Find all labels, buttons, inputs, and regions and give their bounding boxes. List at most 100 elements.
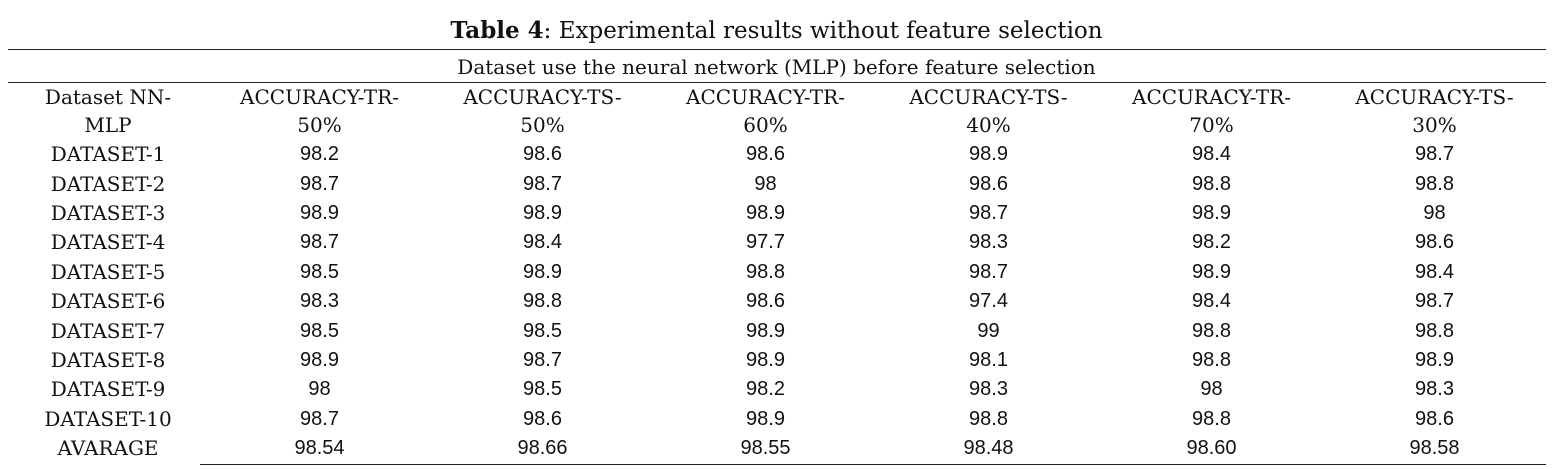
table-row: DATASET-10 98.7 98.6 98.9 98.8 98.8 98.6 [8, 405, 1546, 434]
column-header: ACCURACY-TS- 40% [909, 85, 1068, 137]
row-label: DATASET-2 [50, 171, 166, 196]
table-cell: 98.8 [1192, 348, 1231, 371]
table-cell: 98.9 [746, 201, 785, 224]
table-cell: 98.58 [1409, 437, 1460, 460]
table-cell: 98.5 [300, 260, 339, 283]
table-cell: 98.48 [963, 437, 1014, 460]
column-header: ACCURACY-TR- 60% [686, 85, 845, 137]
table-cell: 98.6 [1415, 231, 1454, 254]
table-cell: 98.4 [1192, 290, 1231, 313]
row-label: DATASET-6 [50, 289, 166, 314]
table-cell: 98.54 [294, 437, 345, 460]
table-cell: 98.6 [1415, 407, 1454, 430]
table-cell: 98.3 [1415, 378, 1454, 401]
table-cell: 98.8 [746, 260, 785, 283]
table-cell: 98.7 [523, 172, 562, 195]
table-cell: 98.8 [1415, 172, 1454, 195]
table-cell: 98.9 [1415, 348, 1454, 371]
table-cell: 98.2 [1192, 231, 1231, 254]
table-cell: 98.6 [746, 143, 785, 166]
table-cell: 98.7 [523, 348, 562, 371]
row-label: AVARAGE [57, 436, 159, 461]
table-cell: 98.8 [1192, 407, 1231, 430]
top-rule [8, 49, 1546, 50]
table-row: DATASET-9 98 98.5 98.2 98.3 98 98.3 [8, 375, 1546, 404]
table-cell: 98 [1200, 378, 1223, 401]
table-row: DATASET-4 98.7 98.4 97.7 98.3 98.2 98.6 [8, 228, 1546, 257]
table-cell: 98.60 [1186, 437, 1237, 460]
table-cell: 98.8 [523, 290, 562, 313]
table-cell: 98.3 [969, 378, 1008, 401]
table-cell: 98.9 [746, 348, 785, 371]
table-body: DATASET-1 98.2 98.6 98.6 98.9 98.4 98.7 DATASET… [8, 140, 1546, 463]
table-cell: 98.55 [740, 437, 791, 460]
column-header: ACCURACY-TR- 50% [240, 85, 399, 137]
row-label: DATASET-9 [50, 377, 166, 402]
table-cell: 98.7 [300, 407, 339, 430]
table-cell: 98.9 [523, 260, 562, 283]
table-cell: 98.4 [523, 231, 562, 254]
table-cell: 98.8 [1415, 319, 1454, 342]
column-header: ACCURACY-TS- 50% [463, 85, 622, 137]
table-cell: 98 [754, 172, 777, 195]
table-cell: 98.9 [969, 143, 1008, 166]
table-cell: 98.9 [746, 319, 785, 342]
table-row: DATASET-1 98.2 98.6 98.6 98.9 98.4 98.7 [8, 140, 1546, 169]
table-cell: 98.7 [1415, 143, 1454, 166]
header-row: Dataset NN- MLP ACCURACY-TR- 50% ACCURACY-… [8, 82, 1546, 140]
table-cell: 99 [977, 319, 1000, 342]
table-cell: 98.9 [1192, 260, 1231, 283]
table-cell: 98.9 [746, 407, 785, 430]
table-row: DATASET-6 98.3 98.8 98.6 97.4 98.4 98.7 [8, 287, 1546, 316]
column-header-dataset: Dataset NN- MLP [44, 85, 172, 137]
column-header: ACCURACY-TR- 70% [1132, 85, 1291, 137]
table-cell: 98.9 [1192, 201, 1231, 224]
table-row: AVARAGE 98.54 98.66 98.55 98.48 98.60 98.58 [8, 434, 1546, 463]
table-cell: 98.2 [746, 378, 785, 401]
row-label: DATASET-7 [50, 318, 166, 343]
row-label: DATASET-4 [50, 230, 166, 255]
table-cell: 98.2 [300, 143, 339, 166]
table-cell: 98.7 [300, 231, 339, 254]
row-label: DATASET-5 [50, 259, 166, 284]
table-cell: 98.5 [523, 319, 562, 342]
table-cell: 98.6 [969, 172, 1008, 195]
column-header: ACCURACY-TS- 30% [1355, 85, 1514, 137]
table-cell: 98.7 [300, 172, 339, 195]
table-cell: 98.8 [969, 407, 1008, 430]
results-table: Dataset NN- MLP ACCURACY-TR- 50% ACCURACY-… [8, 82, 1546, 463]
table-cell: 98.5 [300, 319, 339, 342]
table-row: DATASET-3 98.9 98.9 98.9 98.7 98.9 98 [8, 199, 1546, 228]
row-label: DATASET-3 [50, 200, 166, 225]
table-cell: 98.9 [523, 201, 562, 224]
table-cell: 98.66 [517, 437, 568, 460]
table-cell: 98.9 [300, 348, 339, 371]
table-cell: 98.5 [523, 378, 562, 401]
table-cell: 98.4 [1415, 260, 1454, 283]
bottom-rule [200, 464, 1546, 465]
table-cell: 98.3 [300, 290, 339, 313]
table-cell: 97.4 [969, 290, 1008, 313]
table-cell: 98.6 [746, 290, 785, 313]
table-cell: 98.6 [523, 143, 562, 166]
table-cell: 98.8 [1192, 172, 1231, 195]
table-row: DATASET-5 98.5 98.9 98.8 98.7 98.9 98.4 [8, 258, 1546, 287]
row-label: DATASET-10 [44, 406, 172, 431]
table-row: DATASET-7 98.5 98.5 98.9 99 98.8 98.8 [8, 316, 1546, 345]
table-cell: 98.4 [1192, 143, 1231, 166]
row-label: DATASET-1 [50, 142, 166, 167]
table-cell: 98.7 [969, 201, 1008, 224]
subtitle-rule [8, 82, 1546, 83]
row-label: DATASET-8 [50, 347, 166, 372]
table-caption: Table 4: Experimental results without fe… [0, 16, 1553, 46]
table-cell: 98.8 [1192, 319, 1231, 342]
table-cell: 98.9 [300, 201, 339, 224]
table-caption-text: : Experimental results without feature s… [543, 18, 1103, 44]
table-cell: 98.3 [969, 231, 1008, 254]
table-cell: 98 [308, 378, 331, 401]
table-caption-label: Table 4 [450, 17, 544, 44]
table-row: DATASET-8 98.9 98.7 98.9 98.1 98.8 98.9 [8, 346, 1546, 375]
table-cell: 98 [1423, 201, 1446, 224]
table-cell: 98.7 [1415, 290, 1454, 313]
table-cell: 98.7 [969, 260, 1008, 283]
